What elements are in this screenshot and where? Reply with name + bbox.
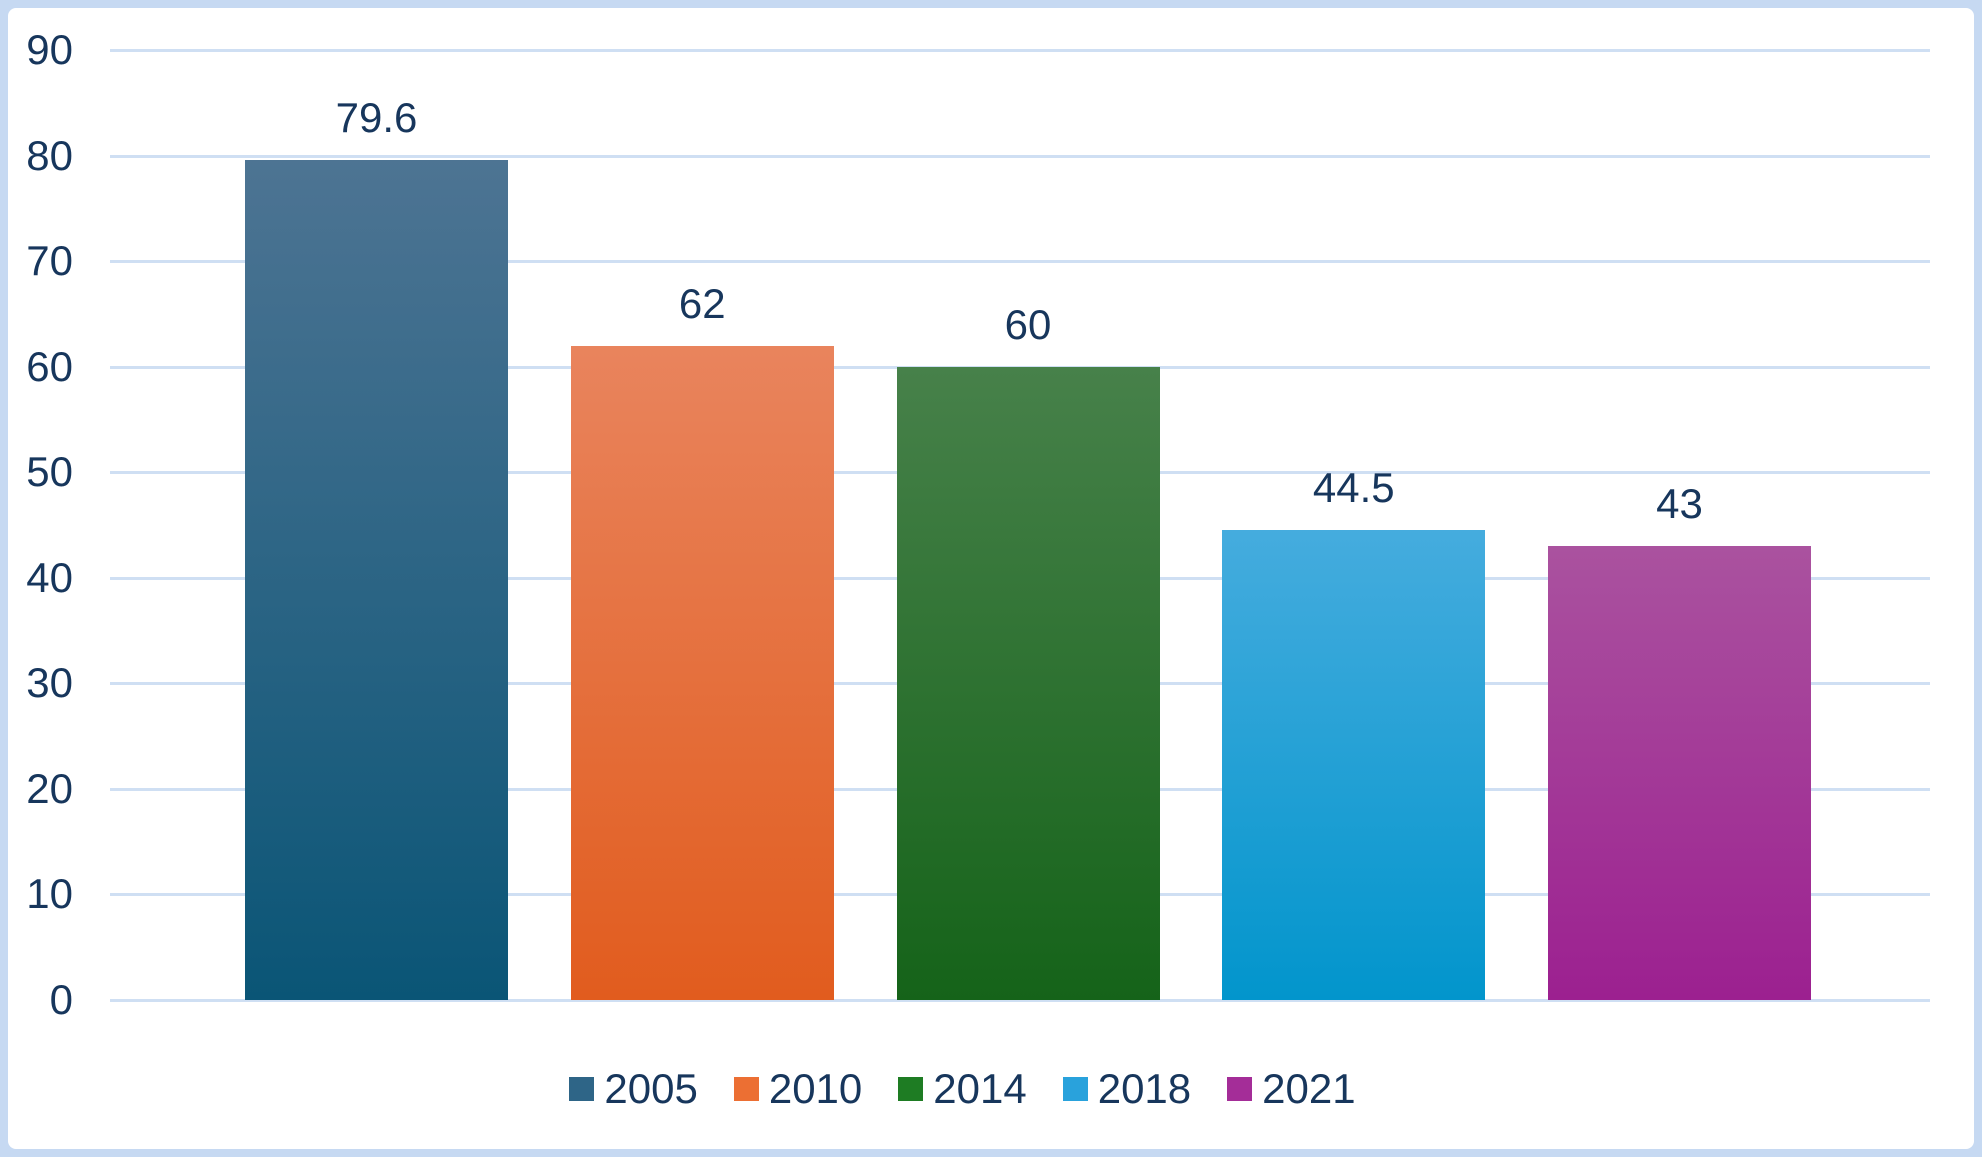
bar-2005 [245, 159, 508, 1000]
legend-item-2021: 2021 [1227, 1065, 1356, 1113]
y-axis-tick-label: 30 [26, 659, 73, 707]
y-axis-tick-label: 20 [26, 764, 73, 812]
gridline [110, 260, 1930, 264]
bar-2014 [896, 366, 1160, 1000]
bar-value-label: 44.5 [1312, 464, 1395, 512]
bar-value-label: 62 [678, 279, 726, 327]
y-axis-tick-label: 70 [26, 237, 73, 285]
y-axis-tick-label: 50 [26, 448, 73, 496]
y-axis-tick-label: 90 [26, 26, 73, 73]
legend-label: 2010 [768, 1065, 863, 1112]
bar-value-label: 43 [1656, 480, 1703, 528]
legend-item-2010: 2010 [733, 1065, 863, 1113]
legend-label: 2021 [1262, 1065, 1356, 1112]
bar-2018 [1222, 530, 1486, 1000]
gridline [110, 999, 1930, 1002]
bar-value-label: 60 [1004, 300, 1052, 348]
legend-item-2018: 2018 [1062, 1065, 1192, 1113]
legend: 2005 2010 2014 2018 2021 [0, 1062, 1925, 1116]
y-axis-tick-label: 80 [26, 131, 73, 179]
bar-2021 [1548, 546, 1811, 1000]
legend-item-2014: 2014 [898, 1065, 1027, 1113]
gridline [110, 154, 1930, 158]
y-axis-tick-label: 0 [49, 976, 73, 1023]
legend-label: 2005 [604, 1065, 698, 1112]
legend-item-2005: 2005 [569, 1065, 698, 1113]
y-axis-tick-label: 40 [26, 553, 73, 601]
legend-label: 2018 [1097, 1065, 1192, 1112]
legend-swatch-icon [898, 1077, 924, 1101]
legend-swatch-icon [733, 1077, 759, 1101]
gridline [110, 49, 1930, 52]
y-axis-tick-label: 10 [26, 870, 73, 918]
y-axis-tick-label: 60 [26, 342, 73, 390]
legend-swatch-icon [1062, 1077, 1088, 1101]
bar-2010 [570, 345, 834, 1000]
legend-swatch-icon [1227, 1077, 1253, 1101]
bar-value-label: 79.6 [335, 93, 418, 141]
legend-label: 2014 [933, 1065, 1027, 1112]
legend-swatch-icon [569, 1077, 595, 1101]
